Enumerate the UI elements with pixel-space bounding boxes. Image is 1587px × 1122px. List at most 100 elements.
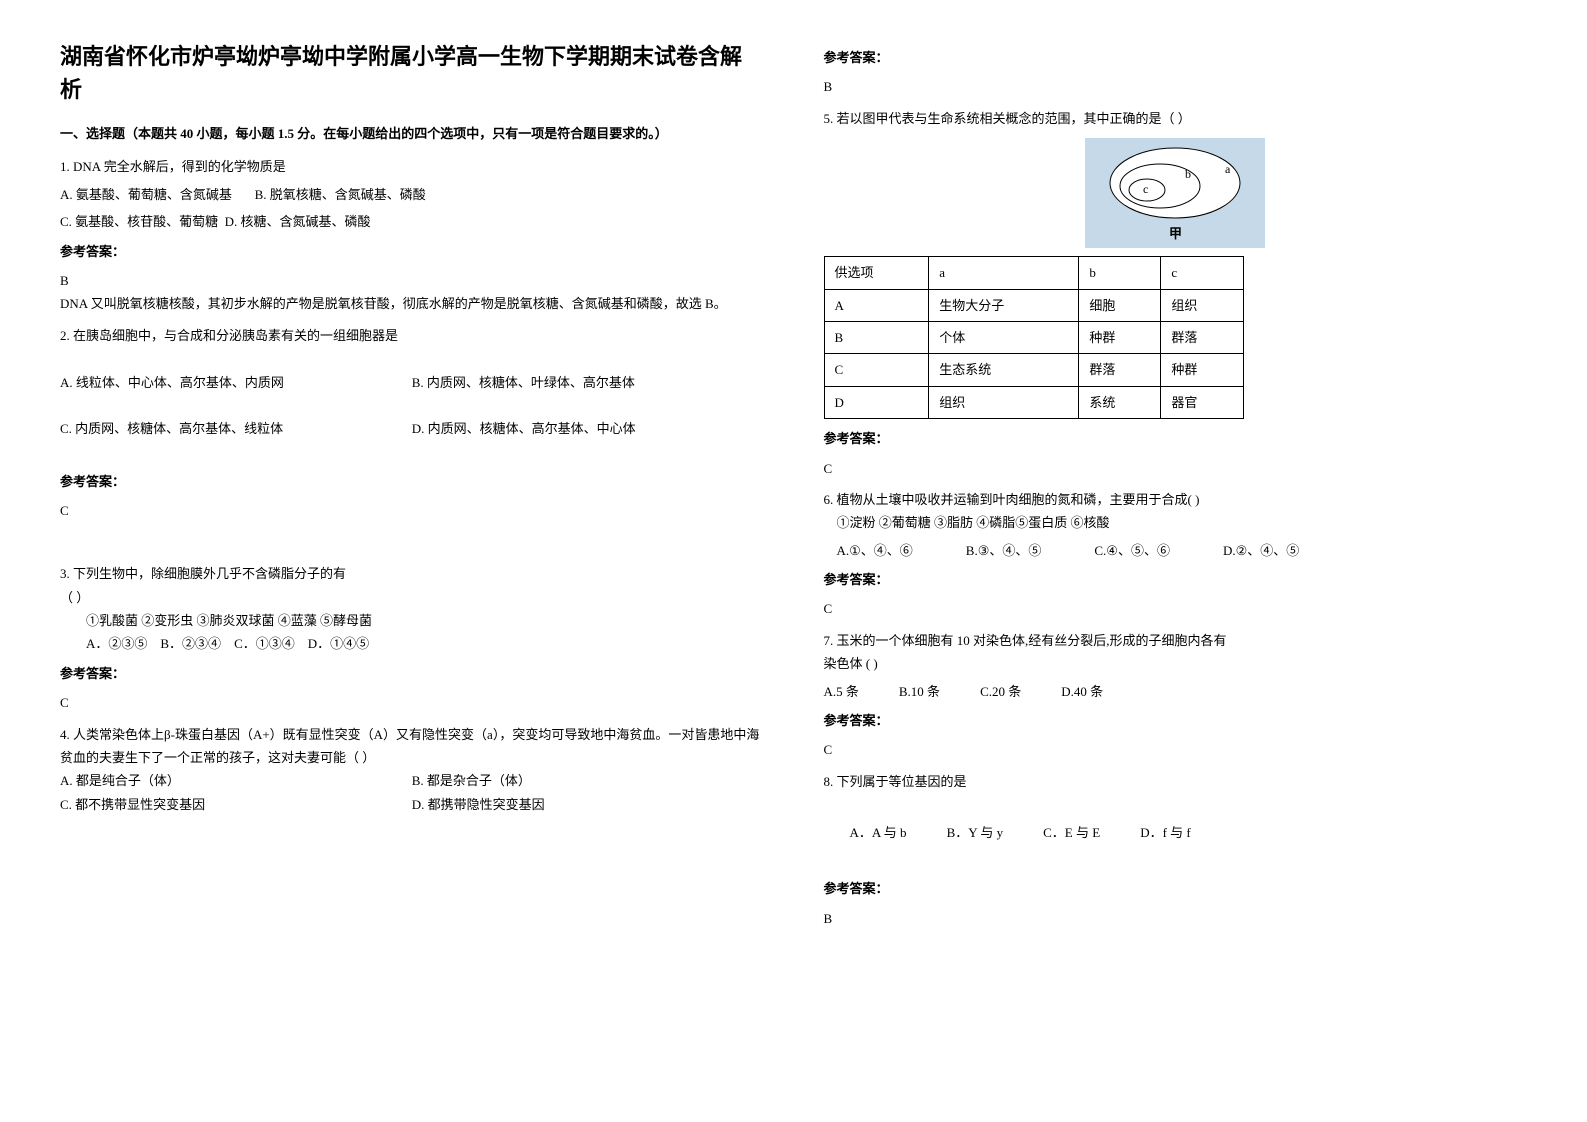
question-5: 5. 若以图甲代表与生命系统相关概念的范围，其中正确的是（ ） a b c 甲 … xyxy=(824,107,1528,480)
q1-optD: D. 核糖、含氮碱基、磷酸 xyxy=(225,214,371,229)
q4-answer: B xyxy=(824,75,1528,98)
cell: 个体 xyxy=(929,321,1079,353)
cell: A xyxy=(824,289,929,321)
question-6: 6. 植物从土壤中吸收并运输到叶肉细胞的氮和磷，主要用于合成( ) ①淀粉 ②葡… xyxy=(824,488,1528,621)
venn-label-a: a xyxy=(1225,162,1231,176)
q1-answer-label: 参考答案： xyxy=(60,240,764,263)
table-row: A 生物大分子 细胞 组织 xyxy=(824,289,1243,321)
cell: 系统 xyxy=(1079,386,1161,418)
q3-optD: D．①④⑤ xyxy=(308,636,369,651)
cell: 器官 xyxy=(1161,386,1243,418)
q4-optB: B. 都是杂合子（体） xyxy=(412,769,764,792)
question-8: 8. 下列属于等位基因的是 A．A 与 b B．Y 与 y C．E 与 E D．… xyxy=(824,770,1528,930)
q3-stem: 3. 下列生物中，除细胞膜外几乎不含磷脂分子的有 xyxy=(60,562,764,585)
q7-optD: D.40 条 xyxy=(1061,680,1103,703)
q6-optB: B.③、④、⑤ xyxy=(953,539,1042,562)
cell: 生物大分子 xyxy=(929,289,1079,321)
page-title: 湖南省怀化市炉亭坳炉亭坳中学附属小学高一生物下学期期末试卷含解析 xyxy=(60,40,764,106)
q8-optD: D．f 与 f xyxy=(1140,821,1191,844)
q4-optA: A. 都是纯合子（体） xyxy=(60,769,412,792)
q7-answer-label: 参考答案： xyxy=(824,709,1528,732)
q4-optC: C. 都不携带显性突变基因 xyxy=(60,793,412,816)
q7-sub: 染色体 ( ) xyxy=(824,652,1528,675)
cell: 种群 xyxy=(1079,321,1161,353)
q6-optC: C.④、⑤、⑥ xyxy=(1081,539,1170,562)
cell: 细胞 xyxy=(1079,289,1161,321)
q6-stem: 6. 植物从土壤中吸收并运输到叶肉细胞的氮和磷，主要用于合成( ) xyxy=(824,488,1528,511)
q5-answer: C xyxy=(824,457,1528,480)
venn-caption: 甲 xyxy=(1169,226,1182,241)
question-1: 1. DNA 完全水解后，得到的化学物质是 A. 氨基酸、葡萄糖、含氮碱基 B.… xyxy=(60,155,764,315)
th-2: b xyxy=(1079,257,1161,289)
q7-optB: B.10 条 xyxy=(899,680,940,703)
question-4: 4. 人类常染色体上β-珠蛋白基因（A+）既有显性突变（A）又有隐性突变（a），… xyxy=(60,723,764,817)
q8-stem: 8. 下列属于等位基因的是 xyxy=(824,770,1528,793)
question-7: 7. 玉米的一个体细胞有 10 对染色体,经有丝分裂后,形成的子细胞内各有 染色… xyxy=(824,629,1528,762)
cell: 种群 xyxy=(1161,354,1243,386)
q7-stem: 7. 玉米的一个体细胞有 10 对染色体,经有丝分裂后,形成的子细胞内各有 xyxy=(824,629,1528,652)
q1-answer: B xyxy=(60,269,764,292)
cell: 群落 xyxy=(1079,354,1161,386)
q3-optC: C．①③④ xyxy=(234,636,295,651)
q1-optC: C. 氨基酸、核苷酸、葡萄糖 xyxy=(60,214,218,229)
q3-options: A．②③⑤ B．②③④ C．①③④ D．①④⑤ xyxy=(60,632,764,655)
q4-answer-label: 参考答案： xyxy=(824,46,1528,69)
q3-items: ①乳酸菌 ②变形虫 ③肺炎双球菌 ④蓝藻 ⑤酵母菌 xyxy=(60,609,764,632)
q4-stem: 4. 人类常染色体上β-珠蛋白基因（A+）既有显性突变（A）又有隐性突变（a），… xyxy=(60,723,764,770)
cell: D xyxy=(824,386,929,418)
cell: C xyxy=(824,354,929,386)
q3-answer-label: 参考答案： xyxy=(60,662,764,685)
question-3: 3. 下列生物中，除细胞膜外几乎不含磷脂分子的有 （ ） ①乳酸菌 ②变形虫 ③… xyxy=(60,562,764,714)
q6-optD: D.②、④、⑤ xyxy=(1210,539,1299,562)
th-3: c xyxy=(1161,257,1243,289)
q5-answer-label: 参考答案： xyxy=(824,427,1528,450)
q3-answer: C xyxy=(60,691,764,714)
q6-optA: A.①、④、⑥ xyxy=(824,539,913,562)
section-header: 一、选择题（本题共 40 小题，每小题 1.5 分。在每小题给出的四个选项中，只… xyxy=(60,122,764,145)
q6-items: ①淀粉 ②葡萄糖 ③脂肪 ④磷脂⑤蛋白质 ⑥核酸 xyxy=(824,511,1528,534)
q1-optB: B. 脱氧核糖、含氮碱基、磷酸 xyxy=(255,187,426,202)
question-2: 2. 在胰岛细胞中，与合成和分泌胰岛素有关的一组细胞器是 A. 线粒体、中心体、… xyxy=(60,324,764,523)
q2-answer: C xyxy=(60,499,764,522)
q2-stem: 2. 在胰岛细胞中，与合成和分泌胰岛素有关的一组细胞器是 xyxy=(60,324,764,347)
q4-optD: D. 都携带隐性突变基因 xyxy=(412,793,764,816)
q2-optA: A. 线粒体、中心体、高尔基体、内质网 xyxy=(60,371,412,394)
q2-answer-label: 参考答案： xyxy=(60,470,764,493)
venn-label-c: c xyxy=(1143,182,1148,196)
q6-answer-label: 参考答案： xyxy=(824,568,1528,591)
cell: B xyxy=(824,321,929,353)
table-row: C 生态系统 群落 种群 xyxy=(824,354,1243,386)
q3-optB: B．②③④ xyxy=(160,636,221,651)
th-0: 供选项 xyxy=(824,257,929,289)
q5-table: 供选项 a b c A 生物大分子 细胞 组织 B 个体 种群 群落 xyxy=(824,256,1244,419)
q8-optC: C．E 与 E xyxy=(1043,821,1100,844)
venn-diagram: a b c 甲 xyxy=(1085,138,1265,248)
th-1: a xyxy=(929,257,1079,289)
table-header: 供选项 a b c xyxy=(824,257,1243,289)
q1-optA: A. 氨基酸、葡萄糖、含氮碱基 xyxy=(60,187,232,202)
q2-optC: C. 内质网、核糖体、高尔基体、线粒体 xyxy=(60,417,412,440)
venn-label-b: b xyxy=(1185,167,1191,181)
cell: 组织 xyxy=(1161,289,1243,321)
table-row: B 个体 种群 群落 xyxy=(824,321,1243,353)
q3-optA: A．②③⑤ xyxy=(86,636,147,651)
q8-optA: A．A 与 b xyxy=(850,821,907,844)
q1-options-row1: A. 氨基酸、葡萄糖、含氮碱基 B. 脱氧核糖、含氮碱基、磷酸 xyxy=(60,183,764,206)
q6-answer: C xyxy=(824,597,1528,620)
cell: 生态系统 xyxy=(929,354,1079,386)
q2-optB: B. 内质网、核糖体、叶绿体、高尔基体 xyxy=(412,371,764,394)
q1-options-row2: C. 氨基酸、核苷酸、葡萄糖 D. 核糖、含氮碱基、磷酸 xyxy=(60,210,764,233)
q7-optC: C.20 条 xyxy=(980,680,1021,703)
q8-answer-label: 参考答案： xyxy=(824,877,1528,900)
cell: 群落 xyxy=(1161,321,1243,353)
q1-stem: 1. DNA 完全水解后，得到的化学物质是 xyxy=(60,155,764,178)
q7-answer: C xyxy=(824,738,1528,761)
q1-explanation: DNA 又叫脱氧核糖核酸，其初步水解的产物是脱氧核苷酸，彻底水解的产物是脱氧核糖… xyxy=(60,292,764,315)
q3-sub: （ ） xyxy=(60,586,764,609)
table-row: D 组织 系统 器官 xyxy=(824,386,1243,418)
q5-stem: 5. 若以图甲代表与生命系统相关概念的范围，其中正确的是（ ） xyxy=(824,107,1528,130)
q2-optD: D. 内质网、核糖体、高尔基体、中心体 xyxy=(412,417,764,440)
q8-answer: B xyxy=(824,907,1528,930)
q7-optA: A.5 条 xyxy=(824,680,859,703)
cell: 组织 xyxy=(929,386,1079,418)
